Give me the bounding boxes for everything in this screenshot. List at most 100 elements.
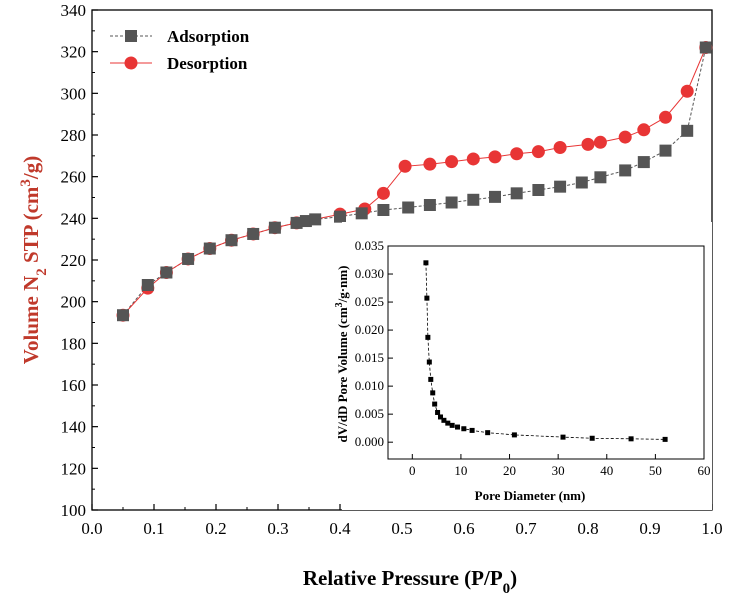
adsorption-point xyxy=(489,190,501,203)
y-axis-title: Volume N2 STP (cm3/g) xyxy=(18,156,50,364)
legend: Adsorption Desorption xyxy=(110,27,250,73)
desorption-point xyxy=(488,150,502,164)
inset-y-axis-title: dV/dD Pore Volume (cm3/g·nm) xyxy=(334,265,351,442)
adsorption-point xyxy=(334,210,346,223)
y-tick-label: 180 xyxy=(61,334,87,353)
inset-axis-ticks: 0 10 20 30 40 50 60 0.000 0.005 0.010 0.015 0.020 0.… xyxy=(355,238,711,478)
inset-point xyxy=(449,422,455,428)
adsorption-point xyxy=(510,187,523,200)
inset-y-tick-label: 0.010 xyxy=(355,378,384,393)
inset-point xyxy=(485,430,491,436)
desorption-point xyxy=(423,157,437,171)
inset-point xyxy=(469,427,475,433)
adsorption-point xyxy=(467,193,480,206)
adsorption-point xyxy=(377,204,390,216)
inset-y-tick-label: 0.025 xyxy=(355,294,384,309)
inset-plot-frame xyxy=(387,245,705,460)
inset-point xyxy=(511,432,517,438)
inset-point xyxy=(560,434,566,440)
desorption-point xyxy=(637,123,651,137)
adsorption-point xyxy=(532,184,545,196)
legend-marker-desorption xyxy=(124,56,138,70)
x-tick-label: 0.6 xyxy=(453,519,474,538)
desorption-point xyxy=(553,141,567,154)
inset-point xyxy=(424,295,430,301)
adsorption-point xyxy=(423,199,436,211)
inset-point xyxy=(589,435,595,441)
adsorption-point xyxy=(247,227,260,240)
adsorption-point xyxy=(554,180,567,193)
adsorption-point xyxy=(659,144,672,157)
adsorption-point xyxy=(268,221,281,234)
x-tick-label: 0.1 xyxy=(143,519,164,538)
adsorption-point xyxy=(182,252,195,265)
inset-y-tick-label: 0.005 xyxy=(355,406,384,421)
legend-label-desorption: Desorption xyxy=(167,54,248,73)
adsorption-point xyxy=(355,207,368,220)
desorption-point xyxy=(618,130,632,144)
y-tick-label: 320 xyxy=(61,43,87,62)
desorption-point xyxy=(531,145,545,159)
inset-series-group xyxy=(423,260,668,442)
inset-x-tick-label: 60 xyxy=(698,463,711,478)
inset-y-tick-label: 0.000 xyxy=(355,434,384,449)
desorption-point xyxy=(680,84,694,98)
inset-point xyxy=(423,260,429,266)
inset-point xyxy=(432,401,438,407)
inset-point xyxy=(441,417,447,423)
adsorption-point xyxy=(225,234,238,247)
y-tick-label: 160 xyxy=(61,376,87,395)
inset-x-tick-label: 10 xyxy=(454,463,467,478)
desorption-point xyxy=(376,186,390,200)
inset-point xyxy=(426,359,432,365)
inset-x-tick-label: 30 xyxy=(552,463,565,478)
adsorption-point xyxy=(290,216,303,229)
y-tick-label: 120 xyxy=(61,459,87,478)
inset-x-tick-label: 20 xyxy=(503,463,516,478)
inset-y-tick-label: 0.015 xyxy=(355,350,384,365)
adsorption-point xyxy=(203,242,216,255)
x-tick-label: 0.8 xyxy=(577,519,598,538)
desorption-point xyxy=(581,137,595,151)
x-tick-label: 0.9 xyxy=(639,519,660,538)
adsorption-point xyxy=(445,196,458,209)
legend-marker-adsorption xyxy=(125,30,137,42)
adsorption-point xyxy=(309,213,322,226)
inset-x-tick-label: 40 xyxy=(600,463,613,478)
inset-y-tick-label: 0.030 xyxy=(355,266,384,281)
y-tick-label: 240 xyxy=(61,209,87,228)
y-tick-label: 200 xyxy=(61,293,87,312)
y-tick-label: 100 xyxy=(61,501,87,520)
inset-point xyxy=(428,376,434,382)
inset-point xyxy=(455,424,461,430)
inset-point xyxy=(430,390,436,396)
x-tick-label: 0.2 xyxy=(205,519,226,538)
desorption-point xyxy=(593,135,607,149)
x-axis-title: Relative Pressure (P/P0) xyxy=(303,566,517,595)
inset-point xyxy=(628,436,634,442)
inset-x-tick-label: 0 xyxy=(409,463,416,478)
adsorption-point xyxy=(681,124,694,137)
x-tick-label: 0.5 xyxy=(391,519,412,538)
y-tick-label: 300 xyxy=(61,84,87,103)
legend-label-adsorption: Adsorption xyxy=(167,27,250,46)
inset-x-axis-title: Pore Diameter (nm) xyxy=(475,488,586,503)
x-tick-label: 0.4 xyxy=(329,519,351,538)
adsorption-point xyxy=(575,176,588,189)
y-tick-label: 220 xyxy=(61,251,87,270)
adsorption-point xyxy=(699,41,712,54)
inset-point xyxy=(435,409,441,415)
y-tick-label: 280 xyxy=(61,126,87,145)
main-axis-ticks: 0.0 0.1 0.2 0.3 0.4 0.5 0.6 0.7 0.8 0.9 1.01001201… xyxy=(61,1,723,538)
adsorption-point xyxy=(402,201,415,214)
desorption-point xyxy=(398,159,412,173)
adsorption-point xyxy=(299,215,312,228)
inset-point xyxy=(461,426,467,432)
adsorption-point xyxy=(141,279,154,291)
main-series-group xyxy=(116,41,713,322)
adsorption-point xyxy=(619,164,632,177)
inset-y-tick-label: 0.035 xyxy=(355,238,384,253)
desorption-point xyxy=(510,147,524,161)
inset-x-tick-label: 50 xyxy=(649,463,662,478)
